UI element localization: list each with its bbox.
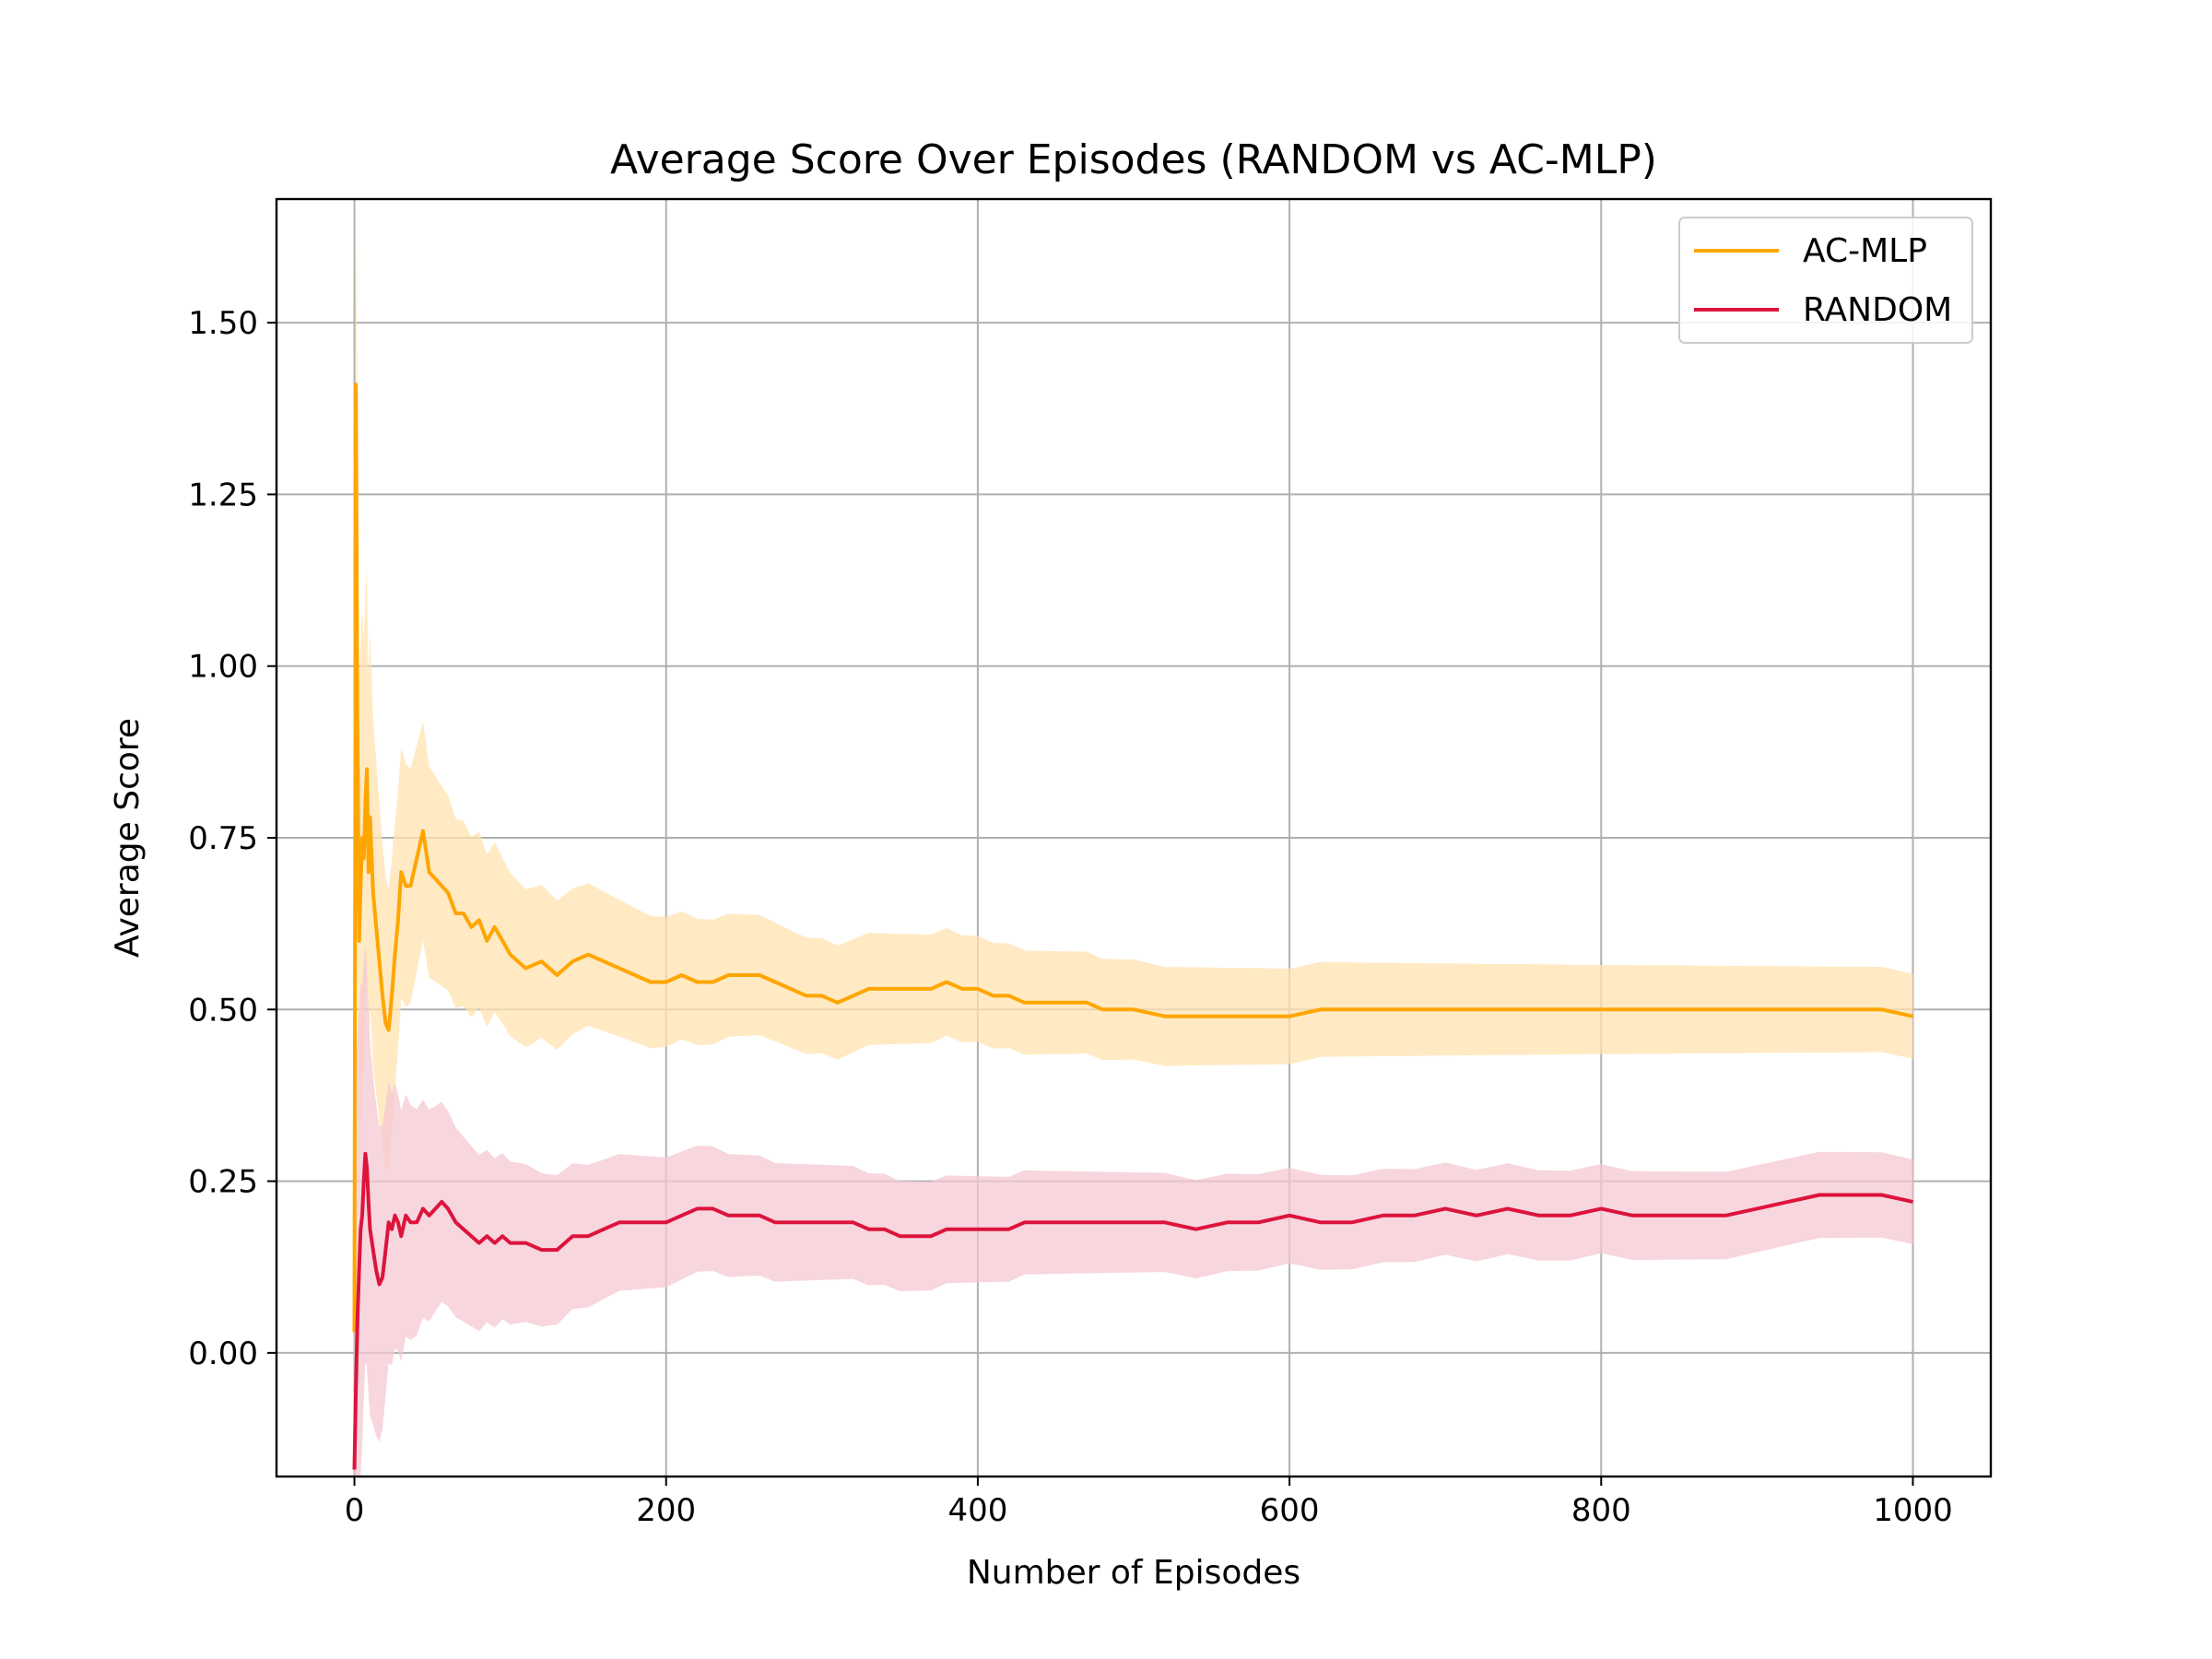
y-tick-label: 1.25 <box>188 477 258 513</box>
y-tick-label: 1.00 <box>188 649 258 686</box>
x-axis-label: Number of Episodes <box>967 1554 1300 1592</box>
y-tick-label: 0.50 <box>188 992 258 1029</box>
y-tick-label: 0.25 <box>188 1164 258 1201</box>
y-axis-ticks: 0.00 0.25 0.50 0.75 1.00 1.25 1.50 <box>188 305 276 1372</box>
confidence-bands <box>354 199 1913 1477</box>
x-tick-label: 200 <box>636 1492 696 1529</box>
band-random <box>354 945 1913 1477</box>
y-tick-label: 0.75 <box>188 820 258 857</box>
x-tick-label: 400 <box>947 1492 1007 1529</box>
x-axis-ticks: 0 200 400 600 800 1000 <box>345 1477 1953 1529</box>
line-random <box>352 1151 1913 1470</box>
legend-label-ac-mlp: AC-MLP <box>1803 232 1927 270</box>
chart-title: Average Score Over Episodes (RANDOM vs A… <box>610 136 1657 183</box>
x-tick-label: 1000 <box>1873 1492 1953 1529</box>
y-axis-label: Average Score <box>109 718 147 958</box>
y-tick-label: 1.50 <box>188 305 258 342</box>
y-tick-label: 0.00 <box>188 1335 258 1372</box>
line-ac-mlp <box>352 382 1913 1333</box>
x-tick-label: 0 <box>345 1492 365 1529</box>
legend-label-random: RANDOM <box>1803 291 1952 329</box>
legend: AC-MLP RANDOM <box>1678 217 1973 344</box>
series-lines <box>352 382 1913 1470</box>
x-tick-label: 800 <box>1571 1492 1631 1529</box>
x-tick-label: 600 <box>1260 1492 1320 1529</box>
